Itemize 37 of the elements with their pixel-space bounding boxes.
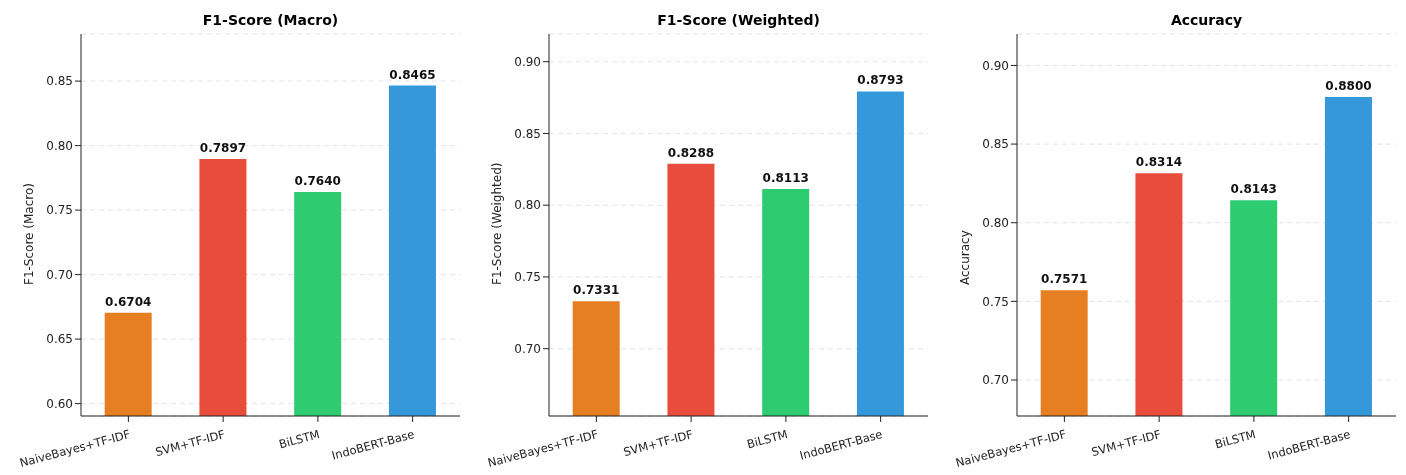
- data-label: 0.7571: [1041, 272, 1088, 287]
- y-tick-label: 0.75: [982, 294, 1009, 309]
- data-label: 0.7897: [199, 140, 247, 155]
- data-label: 0.8465: [389, 67, 436, 82]
- y-tick-label: 0.75: [514, 270, 541, 285]
- y-tick-label: 0.90: [982, 58, 1009, 73]
- y-axis-title: Accuracy: [958, 230, 973, 285]
- chart-title: F1-Score (Weighted): [656, 12, 821, 28]
- y-axis-title: F1-Score (Weighted): [490, 162, 505, 285]
- data-label: 0.7331: [573, 283, 620, 298]
- y-tick-label: 0.70: [514, 341, 541, 356]
- data-label: 0.8314: [1135, 155, 1183, 170]
- data-label: 0.8793: [857, 73, 904, 88]
- data-label: 0.8113: [762, 170, 809, 185]
- y-tick-label: 0.80: [46, 138, 73, 153]
- y-tick-label: 0.75: [46, 203, 73, 218]
- chart-title: F1-Score (Macro): [201, 12, 340, 28]
- x-tick-label: BiLSTM: [277, 427, 322, 452]
- data-label: 0.6704: [105, 294, 152, 309]
- data-label: 0.8800: [1325, 78, 1372, 93]
- y-tick-label: 0.85: [46, 74, 73, 89]
- x-tick-label: BiLSTM: [1213, 427, 1258, 452]
- y-tick-label: 0.80: [982, 215, 1009, 230]
- data-label: 0.7640: [294, 174, 341, 189]
- y-tick-label: 0.70: [982, 373, 1009, 388]
- data-label: 0.8143: [1230, 182, 1277, 197]
- y-tick-label: 0.85: [982, 137, 1009, 152]
- y-tick-label: 0.70: [46, 267, 73, 282]
- y-tick-label: 0.85: [514, 126, 541, 141]
- y-tick-label: 0.90: [514, 54, 541, 69]
- x-tick-label: BiLSTM: [745, 427, 790, 452]
- y-tick-label: 0.60: [46, 396, 73, 411]
- y-tick-label: 0.80: [514, 198, 541, 213]
- chart-title: Accuracy: [1169, 12, 1244, 28]
- y-tick-label: 0.65: [46, 332, 73, 347]
- data-label: 0.8288: [667, 145, 715, 160]
- y-axis-title: F1-Score (Macro): [22, 183, 37, 285]
